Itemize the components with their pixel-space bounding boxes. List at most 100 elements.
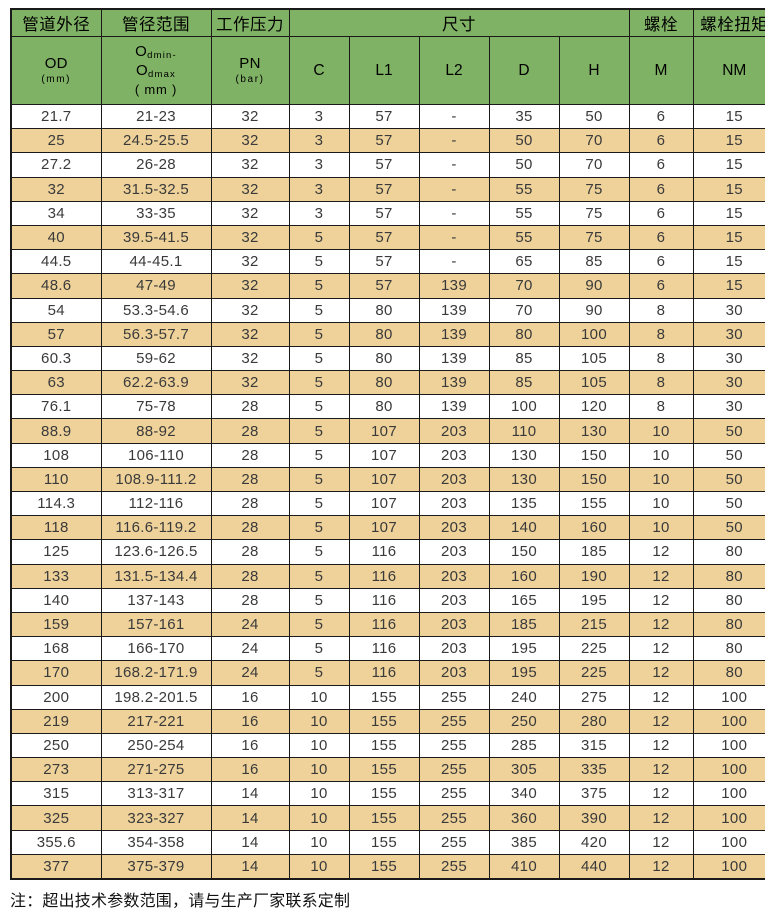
cell-od: 159 [10, 611, 102, 638]
cell-d: 110 [488, 418, 560, 444]
column-header-pn-main: PN [239, 54, 261, 72]
table-row: 118 116.6-119.2 28 5 107 203 140 160 10 50 [10, 515, 765, 541]
cell-d: 140 [488, 515, 560, 541]
cell-range: 26-28 [100, 152, 212, 178]
table-row: 125 123.6-126.5 28 5 116 203 150 185 12 80 [10, 539, 765, 565]
table-row: 40 39.5-41.5 32 5 57-55 75 6 15 [10, 224, 765, 251]
cell-od: 355.6 [10, 829, 102, 855]
cell-m: 12 [628, 708, 694, 734]
cell-l1: 57 [348, 200, 420, 226]
cell-od: 34 [10, 200, 102, 226]
cell-d: 35 [488, 103, 560, 130]
cell-m: 6 [628, 176, 694, 202]
column-header-range-line2: Odmax [136, 61, 176, 80]
cell-m: 12 [628, 660, 694, 686]
cell-l1: 155 [348, 829, 420, 855]
cell-l1: 57 [348, 224, 420, 251]
column-header-m: M [628, 36, 694, 105]
cell-od: 40 [10, 224, 102, 251]
cell-pn: 32 [210, 200, 290, 226]
cell-m: 6 [628, 200, 694, 226]
column-header-od: OD (mm) [10, 36, 102, 105]
cell-m: 6 [628, 249, 694, 275]
table-row: 88.9 88-92 28 5 107 203 110 130 10 50 [10, 418, 765, 444]
table-row: 57 56.3-57.7 32 5 80 139 80 100 8 30 [10, 321, 765, 347]
cell-nm: 100 [692, 805, 765, 831]
column-header-od-unit: (mm) [41, 73, 72, 85]
column-header-pn: PN (bar) [210, 36, 290, 105]
cell-pn: 14 [210, 805, 290, 831]
table-row: 250 250-254 16 10 155 255 285 315 12 100 [10, 732, 765, 759]
cell-pn: 32 [210, 249, 290, 275]
cell-m: 6 [628, 224, 694, 251]
cell-od: 325 [10, 805, 102, 831]
cell-nm: 100 [692, 829, 765, 855]
cell-od: 63 [10, 370, 102, 396]
cell-d: 165 [488, 587, 560, 613]
cell-l1: 155 [348, 684, 420, 710]
cell-pn: 28 [210, 418, 290, 444]
cell-pn: 32 [210, 103, 290, 130]
cell-range: 88-92 [100, 418, 212, 444]
footer-note: 注：超出技术参数范围，请与生产厂家联系定制 [10, 891, 351, 910]
cell-range: 354-358 [100, 829, 212, 855]
cell-l1: 57 [348, 152, 420, 178]
cell-c: 5 [288, 224, 350, 251]
table-row: 63 62.2-63.9 32 5 80 139 85 105 8 30 [10, 370, 765, 396]
cell-d: 250 [488, 708, 560, 734]
cell-d: 80 [488, 321, 560, 347]
cell-range: 33-35 [100, 200, 212, 226]
cell-nm: 50 [692, 466, 765, 493]
cell-l1: 107 [348, 490, 420, 517]
cell-range: 323-327 [100, 805, 212, 831]
cell-l2: - [418, 249, 490, 275]
cell-od: 140 [10, 587, 102, 613]
cell-od: 315 [10, 781, 102, 807]
cell-nm: 100 [692, 853, 765, 880]
cell-od: 219 [10, 708, 102, 734]
cell-pn: 16 [210, 708, 290, 734]
cell-range: 59-62 [100, 345, 212, 372]
cell-m: 12 [628, 829, 694, 855]
table-row: 315 313-317 14 10 155 255 340 375 12 100 [10, 781, 765, 807]
cell-pn: 28 [210, 490, 290, 517]
table-row: 34 33-35 32 3 57-55 75 6 15 [10, 200, 765, 226]
cell-l2: - [418, 224, 490, 251]
cell-pn: 32 [210, 152, 290, 178]
table-row: 110 108.9-111.2 28 5 107 203 130 150 10 50 [10, 466, 765, 493]
cell-m: 6 [628, 128, 694, 154]
cell-c: 10 [288, 708, 350, 734]
cell-c: 5 [288, 563, 350, 589]
cell-l1: 57 [348, 273, 420, 299]
cell-nm: 80 [692, 636, 765, 662]
cell-pn: 28 [210, 515, 290, 541]
cell-pn: 32 [210, 345, 290, 372]
cell-d: 130 [488, 442, 560, 468]
cell-od: 118 [10, 515, 102, 541]
cell-pn: 32 [210, 224, 290, 251]
cell-nm: 80 [692, 539, 765, 565]
cell-range: 217-221 [100, 708, 212, 734]
cell-range: 137-143 [100, 587, 212, 613]
cell-d: 305 [488, 757, 560, 783]
cell-pn: 16 [210, 757, 290, 783]
cell-pn: 28 [210, 466, 290, 493]
cell-h: 160 [558, 515, 630, 541]
cell-h: 185 [558, 539, 630, 565]
cell-nm: 15 [692, 176, 765, 202]
cell-h: 70 [558, 152, 630, 178]
cell-nm: 15 [692, 152, 765, 178]
cell-d: 55 [488, 224, 560, 251]
cell-h: 75 [558, 224, 630, 251]
column-header-h: H [558, 36, 630, 105]
cell-m: 12 [628, 636, 694, 662]
cell-pn: 32 [210, 128, 290, 154]
cell-l1: 80 [348, 297, 420, 323]
cell-h: 120 [558, 394, 630, 420]
cell-c: 3 [288, 176, 350, 202]
cell-m: 12 [628, 611, 694, 638]
cell-nm: 100 [692, 684, 765, 710]
cell-m: 6 [628, 273, 694, 299]
cell-range: 166-170 [100, 636, 212, 662]
cell-od: 48.6 [10, 273, 102, 299]
